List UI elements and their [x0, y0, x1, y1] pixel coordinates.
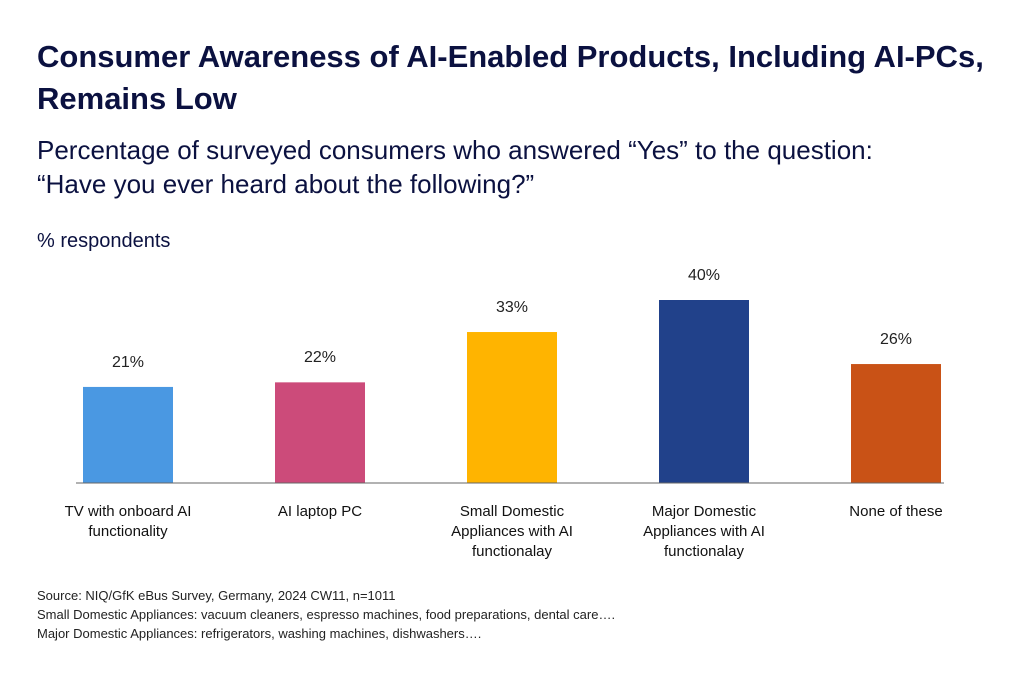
data-label: 26%	[879, 331, 913, 349]
x-tick-label: TV with onboard AI functionality	[64, 503, 192, 540]
note-line: Major Domestic Appliances: refrigerators…	[37, 626, 482, 641]
y-axis-label: % respondents	[37, 230, 171, 252]
note-line: Small Domestic Appliances: vacuum cleane…	[37, 607, 616, 622]
x-tick-label: Major Domestic Appliances with AI functi…	[643, 503, 765, 560]
x-tick-label: Small Domestic Appliances with AI functi…	[451, 503, 573, 560]
notes: Source: NIQ/GfK eBus Survey, Germany, 20…	[37, 586, 615, 643]
bar	[467, 332, 557, 483]
x-tick-label: AI laptop PC	[277, 503, 363, 520]
x-tick-label: None of these	[849, 503, 943, 520]
chart-subtitle: Percentage of surveyed consumers who ans…	[37, 135, 873, 199]
chart-title: Consumer Awareness of AI-Enabled Product…	[37, 39, 984, 116]
bar	[659, 300, 749, 483]
bar	[275, 382, 365, 483]
bar	[83, 386, 173, 483]
data-label: 33%	[495, 299, 529, 317]
data-label: 40%	[687, 267, 721, 284]
bar	[851, 364, 941, 483]
data-label: 22%	[303, 349, 337, 367]
data-label: 21%	[111, 353, 145, 371]
note-line: Source: NIQ/GfK eBus Survey, Germany, 20…	[37, 588, 396, 603]
